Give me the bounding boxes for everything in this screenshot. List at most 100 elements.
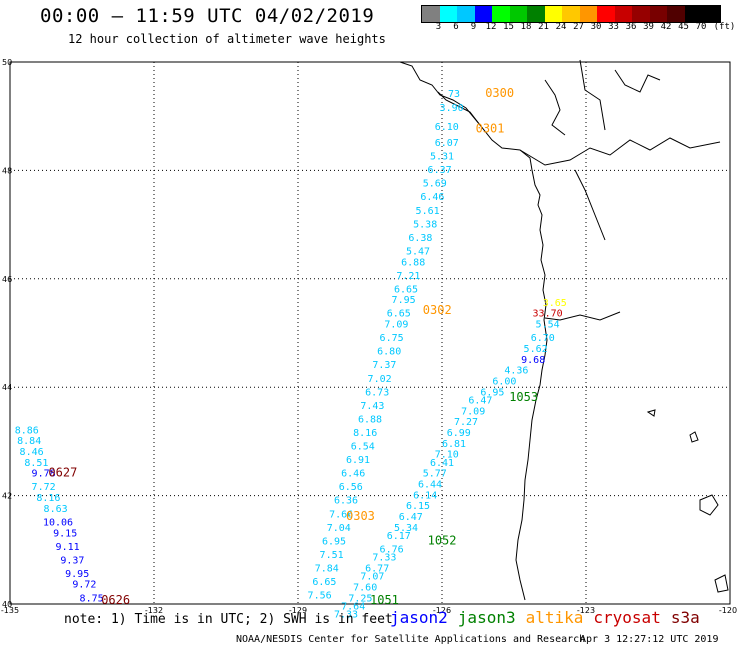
wave-height-points: 73 3.90 6.10 6.07 5.31 6.37 5.69 6.46 5.61 5.38 6.… <box>15 89 567 620</box>
wave-height-value: 9.78 <box>32 469 56 480</box>
wave-height-value: 7.43 <box>360 401 384 412</box>
wave-height-value: 6.65 <box>387 309 411 320</box>
pass-time-label: 1053 <box>509 390 538 404</box>
pass-time-label: 0627 <box>48 466 77 480</box>
scale-swatch <box>544 6 562 22</box>
legend-note: note: 1) Time is in UTC; 2) SWH is in fe… <box>64 612 393 627</box>
wave-height-value: 6.41 <box>430 458 454 469</box>
pass-time-label: 0302 <box>423 303 452 317</box>
wave-height-value: 6.46 <box>341 469 365 480</box>
wave-height-value: 6.38 <box>408 233 432 244</box>
wave-height-value: 6.17 <box>387 531 411 542</box>
wave-height-value: 9.68 <box>521 355 545 366</box>
scale-label: 12 <box>485 22 497 32</box>
scale-swatch <box>702 6 720 22</box>
wave-height-value: 7.09 <box>461 406 485 417</box>
scale-label: 45 <box>678 22 689 32</box>
satellite-legend-cryosat: cryosat <box>593 608 661 627</box>
wave-height-value: 5.69 <box>423 179 447 190</box>
generated-timestamp: Apr 3 12:27:12 UTC 2019 <box>580 634 719 645</box>
lat-label: 50 <box>2 58 12 67</box>
scale-label: 27 <box>573 22 584 32</box>
wave-height-value: 7.66 <box>329 509 353 520</box>
wave-height-value: 6.81 <box>442 439 466 450</box>
lake-3 <box>699 494 719 516</box>
wave-height-value: 73 <box>448 89 460 100</box>
pass-time-label: 0626 <box>101 593 130 607</box>
color-scale-labels: 3 6 9 12 15 18 21 24 27 30 33 36 39 42 45 70 (ft) <box>421 22 740 34</box>
lon-label: -123 <box>577 606 595 615</box>
scale-label: 36 <box>625 22 637 32</box>
wave-height-value: 4.36 <box>504 366 528 377</box>
scale-unit: (ft) <box>713 22 736 32</box>
wave-height-value: 6.47 <box>468 395 492 406</box>
wave-height-value: 8.46 <box>20 447 44 458</box>
scale-swatch <box>614 6 632 22</box>
wave-height-value: 7.60 <box>353 582 377 593</box>
scale-swatch <box>527 6 545 22</box>
wave-height-value: 8.84 <box>17 436 41 447</box>
pass-time-label: 1051 <box>370 593 399 607</box>
wave-height-value: 6.95 <box>322 536 346 547</box>
wave-height-value: 8.63 <box>44 504 68 515</box>
wave-height-value: 7.84 <box>315 563 339 574</box>
wave-height-value: 7.56 <box>308 591 332 602</box>
wave-height-value: 6.73 <box>365 387 389 398</box>
wave-height-value: 6.75 <box>380 333 404 344</box>
scale-label: 33 <box>608 22 619 32</box>
inlet-4 <box>574 169 606 241</box>
wave-height-value: 6.88 <box>401 257 425 268</box>
wave-height-value: 6.47 <box>399 512 423 523</box>
lat-label: 44 <box>2 383 12 392</box>
wave-height-value: 6.10 <box>435 122 459 133</box>
inlet-2 <box>579 59 606 131</box>
scale-label: 3 <box>435 22 442 32</box>
wave-height-value: 6.07 <box>435 138 459 149</box>
wave-height-value: 9.95 <box>65 569 89 580</box>
wave-height-value: 7.33 <box>372 553 396 564</box>
lon-label: -132 <box>145 606 163 615</box>
wave-height-value: 33.70 <box>533 309 563 320</box>
scale-swatch <box>632 6 650 22</box>
wave-height-value: 9.72 <box>72 580 96 591</box>
lon-label: -120 <box>719 606 737 615</box>
wave-height-value: 7.07 <box>360 572 384 583</box>
wave-height-value: 5.47 <box>406 246 430 257</box>
lat-label: 48 <box>2 166 12 175</box>
wave-height-value: 5.61 <box>416 206 440 217</box>
scale-label: 6 <box>453 22 459 32</box>
wave-height-value: 7.25 <box>348 593 372 604</box>
pass-time-label: 0300 <box>485 86 514 100</box>
lon-label: -135 <box>1 606 19 615</box>
coastline <box>399 59 729 601</box>
inlet-3 <box>614 69 661 93</box>
island-coast <box>437 91 481 126</box>
scale-swatch <box>667 6 685 22</box>
wave-height-value: 6.65 <box>312 577 336 588</box>
scale-label: 70 <box>695 22 707 32</box>
wave-height-value: 6.54 <box>351 442 375 453</box>
strait-shore <box>519 137 721 166</box>
pass-time-label: 1052 <box>428 533 457 547</box>
wave-height-value: 6.56 <box>339 482 363 493</box>
wave-height-value: 5.31 <box>430 152 454 163</box>
wave-height-value: 7.37 <box>372 360 396 371</box>
wave-height-value: 6.44 <box>418 479 442 490</box>
scale-swatch <box>649 6 667 22</box>
scale-label: 9 <box>470 22 477 32</box>
scale-swatch <box>579 6 597 22</box>
wave-height-value: 7.09 <box>384 320 408 331</box>
scale-swatch <box>439 6 457 22</box>
wave-height-value: 5.77 <box>423 469 447 480</box>
wave-height-value: 6.88 <box>358 414 382 425</box>
satellite-legend-jason3: jason3 <box>457 608 516 627</box>
scale-swatch <box>492 6 510 22</box>
lake-4 <box>714 574 729 593</box>
wave-height-value: 6.00 <box>492 376 516 387</box>
scale-swatch <box>597 6 615 22</box>
wave-height-value: 5.34 <box>394 523 418 534</box>
wave-height-value: 7.95 <box>392 295 416 306</box>
wave-height-value: 7.02 <box>368 374 392 385</box>
wave-height-value: 6.99 <box>447 428 471 439</box>
wave-height-value: 9.15 <box>53 528 77 539</box>
